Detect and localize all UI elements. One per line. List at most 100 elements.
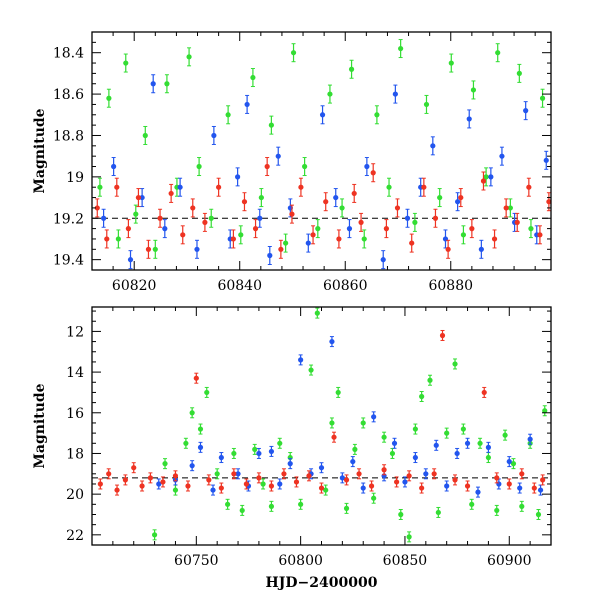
bottom-data-point	[183, 440, 189, 446]
top-data-point	[539, 95, 546, 101]
bottom-data-point	[256, 475, 262, 481]
top-data-point	[208, 215, 214, 221]
top-data-point	[430, 143, 436, 149]
top-data-point	[339, 205, 345, 211]
bottom-y-tick-label: 20	[66, 487, 84, 503]
top-data-point	[315, 226, 321, 232]
bottom-data-point	[306, 473, 312, 479]
top-y-tick-label: 19	[66, 170, 84, 186]
bottom-x-tick-label: 60800	[278, 553, 323, 569]
top-data-point	[346, 226, 353, 232]
bottom-data-point	[218, 454, 224, 461]
bottom-data-point	[444, 430, 450, 436]
bottom-data-point	[398, 511, 404, 518]
top-y-tick-label: 18.4	[53, 46, 84, 62]
top-y-axis-label: Magnitude	[32, 108, 48, 193]
top-data-point	[114, 184, 120, 190]
top-data-point	[364, 163, 370, 170]
bottom-data-point	[412, 426, 418, 432]
bottom-data-point	[323, 487, 329, 493]
bottom-data-point	[214, 471, 220, 477]
bottom-data-point	[193, 375, 199, 381]
bottom-data-point	[172, 487, 179, 493]
top-data-point	[495, 50, 501, 56]
top-data-point	[358, 219, 364, 225]
top-data-point	[135, 194, 142, 201]
bottom-data-point	[427, 377, 433, 383]
bottom-data-point	[406, 534, 412, 540]
top-data-point	[455, 199, 461, 205]
bottom-data-point	[537, 487, 544, 493]
bottom-data-point	[460, 426, 466, 432]
top-data-point	[374, 112, 380, 118]
bottom-data-point	[287, 461, 293, 467]
top-data-point	[235, 174, 241, 180]
bottom-data-point	[527, 436, 533, 442]
top-data-point	[230, 236, 236, 242]
top-x-tick-label: 60880	[428, 278, 473, 294]
top-data-point	[514, 219, 520, 225]
bottom-data-point	[485, 444, 492, 450]
top-data-point	[480, 178, 487, 184]
bottom-y-tick-label: 22	[66, 528, 84, 544]
top-data-point	[211, 132, 217, 139]
top-data-point	[470, 87, 477, 93]
top-data-point	[469, 226, 475, 232]
top-data-point	[202, 219, 208, 225]
top-data-point	[241, 199, 248, 205]
top-data-point	[491, 236, 498, 242]
bottom-data-point	[231, 471, 237, 477]
top-data-point	[164, 81, 170, 87]
top-data-point	[298, 184, 304, 190]
bottom-data-point	[542, 408, 548, 414]
top-data-point	[216, 184, 222, 190]
top-data-point	[423, 101, 430, 108]
bottom-data-point	[268, 483, 275, 489]
top-data-point	[458, 194, 464, 201]
top-data-point	[111, 163, 117, 170]
bottom-data-point	[281, 471, 287, 477]
bottom-series-2	[97, 329, 546, 496]
bottom-x-axis-label: HJD−2400000	[266, 575, 378, 591]
bottom-data-point	[343, 505, 350, 511]
top-y-tick-label: 19.4	[53, 253, 84, 269]
bottom-data-point	[260, 481, 266, 487]
bottom-data-point	[356, 471, 362, 477]
top-data-point	[460, 232, 467, 238]
top-data-point	[127, 257, 134, 263]
bottom-data-point	[519, 471, 525, 477]
top-data-point	[104, 236, 110, 242]
bottom-data-point	[517, 485, 523, 491]
bottom-data-point	[464, 440, 471, 446]
bottom-data-point	[197, 444, 204, 450]
bottom-data-point	[464, 483, 471, 489]
bottom-data-point	[156, 481, 162, 487]
bottom-data-point	[431, 471, 437, 477]
top-data-point	[196, 163, 202, 170]
top-data-point	[409, 240, 415, 246]
bottom-data-point	[204, 389, 210, 396]
bottom-data-point	[162, 461, 168, 467]
bottom-data-point	[189, 410, 195, 416]
top-data-point	[466, 116, 472, 122]
bottom-y-axis-label: Magnitude	[32, 383, 48, 468]
bottom-data-point	[160, 479, 166, 485]
bottom-data-point	[402, 479, 408, 485]
bottom-data-point	[225, 501, 231, 507]
top-x-tick-label: 60820	[112, 278, 157, 294]
top-data-point	[97, 184, 103, 190]
bottom-data-point	[381, 467, 387, 473]
top-data-point	[392, 91, 398, 97]
bottom-data-point	[433, 442, 439, 448]
bottom-data-point	[298, 357, 304, 363]
top-data-point	[302, 163, 308, 170]
bottom-data-point	[360, 420, 366, 426]
bottom-data-point	[314, 310, 320, 316]
top-data-point	[546, 199, 551, 205]
top-data-point	[499, 153, 505, 159]
bottom-data-point	[519, 503, 525, 509]
bottom-data-point	[444, 483, 450, 489]
top-data-point	[101, 215, 107, 221]
bottom-series-1	[156, 336, 544, 498]
